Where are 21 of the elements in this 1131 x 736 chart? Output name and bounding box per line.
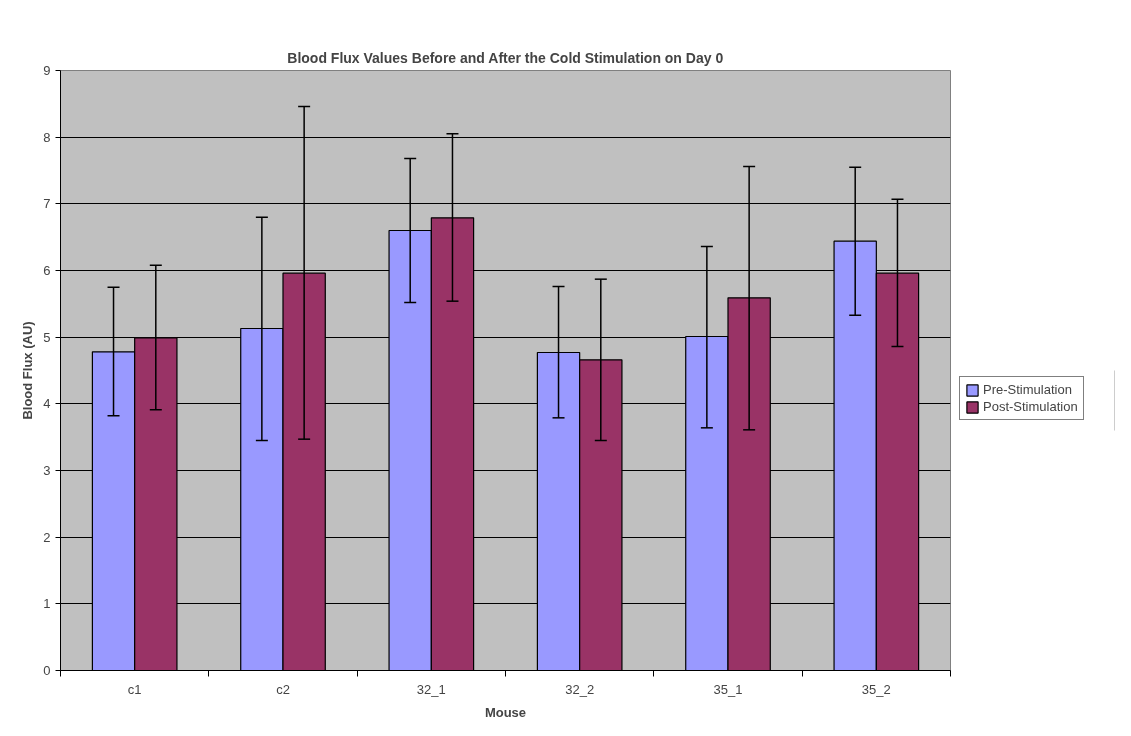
y-axis-title: Blood Flux (AU) xyxy=(20,321,36,420)
y-tick-label: 8 xyxy=(43,129,51,145)
x-tick-label: c1 xyxy=(127,681,142,697)
legend-label: Pre-Stimulation xyxy=(983,382,1072,397)
y-tick-label: 1 xyxy=(43,596,51,612)
y-tick-label: 4 xyxy=(43,396,51,412)
x-tick-label: 32_1 xyxy=(416,681,446,697)
x-tick-label: 32_2 xyxy=(565,681,595,697)
legend-label: Post-Stimulation xyxy=(983,399,1078,414)
x-tick-label: 35_2 xyxy=(861,681,891,697)
x-axis-title: Mouse xyxy=(484,704,527,720)
y-tick-label: 0 xyxy=(43,663,51,678)
y-tick-label: 2 xyxy=(43,529,51,545)
y-tick-label: 5 xyxy=(43,329,51,345)
chart-title: Blood Flux Values Before and After the Cold Stimulation on Day 0 xyxy=(287,49,724,66)
x-tick-label: c2 xyxy=(276,681,290,697)
x-tick-label: 35_1 xyxy=(713,681,743,697)
y-tick-label: 6 xyxy=(43,263,51,278)
y-tick-label: 3 xyxy=(43,463,51,478)
y-tick-label: 7 xyxy=(43,196,51,212)
y-tick-label: 9 xyxy=(43,63,51,78)
